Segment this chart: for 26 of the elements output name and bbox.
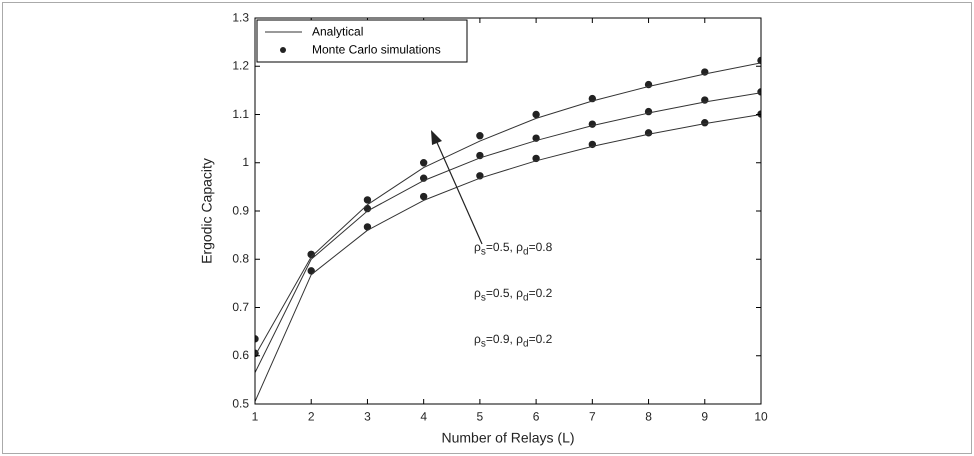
y-tick-label: 1.1	[232, 106, 250, 121]
x-tick-label: 4	[420, 410, 428, 424]
x-tick-label: 3	[364, 410, 372, 424]
x-tick-label: 9	[701, 410, 708, 424]
annotation: ρ$_{s}$=0.5, ρ$_{d}$=0.2	[474, 286, 552, 306]
x-axis-title: Number of Relays (L)	[441, 429, 575, 446]
y-axis-title: Ergodic Capacity	[198, 158, 214, 264]
x-tick-label: 5	[476, 410, 484, 424]
legend-label: Analytical	[312, 24, 364, 38]
legend-label: Monte Carlo simulations	[312, 42, 441, 56]
annotation: ρ$_{s}$=0.5, ρ$_{d}$=0.8	[474, 240, 552, 260]
x-tick-label: 10	[754, 410, 768, 424]
y-tick-label: 0.9	[232, 203, 250, 218]
x-tick-label: 7	[588, 410, 596, 424]
y-tick-label: 1.3	[232, 10, 250, 24]
x-tick-label: 8	[645, 410, 652, 424]
y-tick-label: 0.6	[232, 348, 250, 362]
y-tick-label: 1	[242, 155, 250, 170]
y-tick-label: 1.2	[232, 58, 250, 73]
y-tick-label: 0.7	[232, 300, 250, 314]
x-tick-label: 6	[532, 410, 540, 424]
x-tick-label: 1	[252, 410, 259, 424]
y-tick-label: 0.8	[232, 252, 250, 266]
annotation: ρ$_{s}$=0.9, ρ$_{d}$=0.2	[474, 332, 552, 352]
x-tick-label: 2	[308, 410, 315, 424]
y-tick-label: 0.5	[232, 396, 250, 410]
